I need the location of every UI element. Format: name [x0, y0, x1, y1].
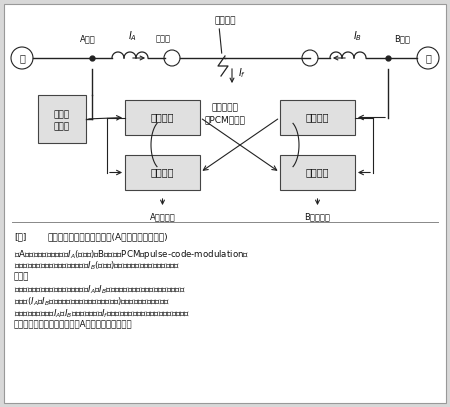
Text: $I_B$: $I_B$ [353, 29, 363, 43]
Text: 伝送によって送信される相手端電流$I_B$(瞬時値)を電流差動回路でチェックしてい: 伝送によって送信される相手端電流$I_B$(瞬時値)を電流差動回路でチェックして… [14, 260, 180, 273]
Bar [125, 100, 200, 135]
Text: 電　流: 電 流 [54, 110, 70, 120]
Text: $I_f$: $I_f$ [238, 66, 246, 80]
Circle shape [417, 47, 439, 69]
Text: ・A端子では常に自端電流$I_A$(瞬時値)とB端子からPCM（pulse-code-modulation）: ・A端子では常に自端電流$I_A$(瞬時値)とB端子からPCM（pulse-co… [14, 248, 249, 261]
Text: 内部事故判定のメカニズム(A端子について説明): 内部事故判定のメカニズム(A端子について説明) [48, 232, 169, 241]
Text: ・通常の負荷電流や外部事故の場合，$I_A$と$I_B$は逆方向なので電流差動回路での出力は: ・通常の負荷電流や外部事故の場合，$I_A$と$I_B$は逆方向なので電流差動回… [14, 283, 185, 295]
Circle shape [302, 50, 318, 66]
Text: A端子遮断: A端子遮断 [149, 212, 176, 221]
Bar [280, 100, 355, 135]
Text: A端子: A端子 [80, 34, 96, 43]
Text: ～: ～ [425, 53, 431, 63]
Text: 内部事故: 内部事故 [214, 16, 236, 25]
Text: 判定），遮断指令を出す（A端子を遮断する）。: 判定），遮断指令を出す（A端子を遮断する）。 [14, 319, 133, 328]
Text: $I_A$: $I_A$ [129, 29, 138, 43]
Text: ～: ～ [19, 53, 25, 63]
Text: B端子: B端子 [394, 34, 410, 43]
Circle shape [164, 50, 180, 66]
Text: 電流検出: 電流検出 [151, 112, 174, 123]
Bar [38, 95, 86, 143]
Text: ゼロ($I_A$と$I_B$の瞬時値の和はおおむねゼロとなる)となり，不動作となる。: ゼロ($I_A$と$I_B$の瞬時値の和はおおむねゼロとなる)となり，不動作とな… [14, 295, 170, 308]
Text: 電流差動: 電流差動 [306, 168, 329, 177]
Text: B端子遮断: B端子遮断 [305, 212, 330, 221]
Bar [125, 155, 200, 190]
Text: マイクロ波: マイクロ波 [212, 103, 239, 112]
Text: （PCM伝送）: （PCM伝送） [205, 116, 245, 125]
Text: [注]: [注] [14, 232, 27, 241]
Text: 電流差動: 電流差動 [151, 168, 174, 177]
Text: 遮断器: 遮断器 [156, 34, 171, 43]
Text: 変成器: 変成器 [54, 123, 70, 131]
Text: 電流検出: 電流検出 [306, 112, 329, 123]
Bar [280, 155, 355, 190]
Circle shape [11, 47, 33, 69]
Text: ・内部事故の場合，$I_A$と$I_B$の和は事故電流$I_f$なので電流差動回路が動作し（内部事故と: ・内部事故の場合，$I_A$と$I_B$の和は事故電流$I_f$なので電流差動回… [14, 307, 190, 319]
Text: る。: る。 [14, 272, 29, 281]
